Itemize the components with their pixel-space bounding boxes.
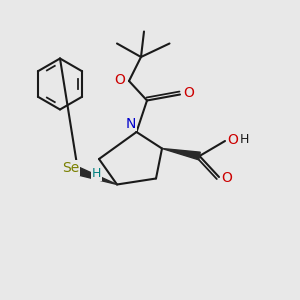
Text: O: O <box>221 172 232 185</box>
Text: O: O <box>183 86 194 100</box>
Text: O: O <box>227 133 238 146</box>
Text: O: O <box>115 73 125 86</box>
Text: N: N <box>126 117 136 130</box>
Polygon shape <box>162 148 200 160</box>
Text: H: H <box>92 167 101 180</box>
Text: H: H <box>240 133 250 146</box>
Polygon shape <box>77 167 117 184</box>
Text: Se: Se <box>62 161 79 175</box>
